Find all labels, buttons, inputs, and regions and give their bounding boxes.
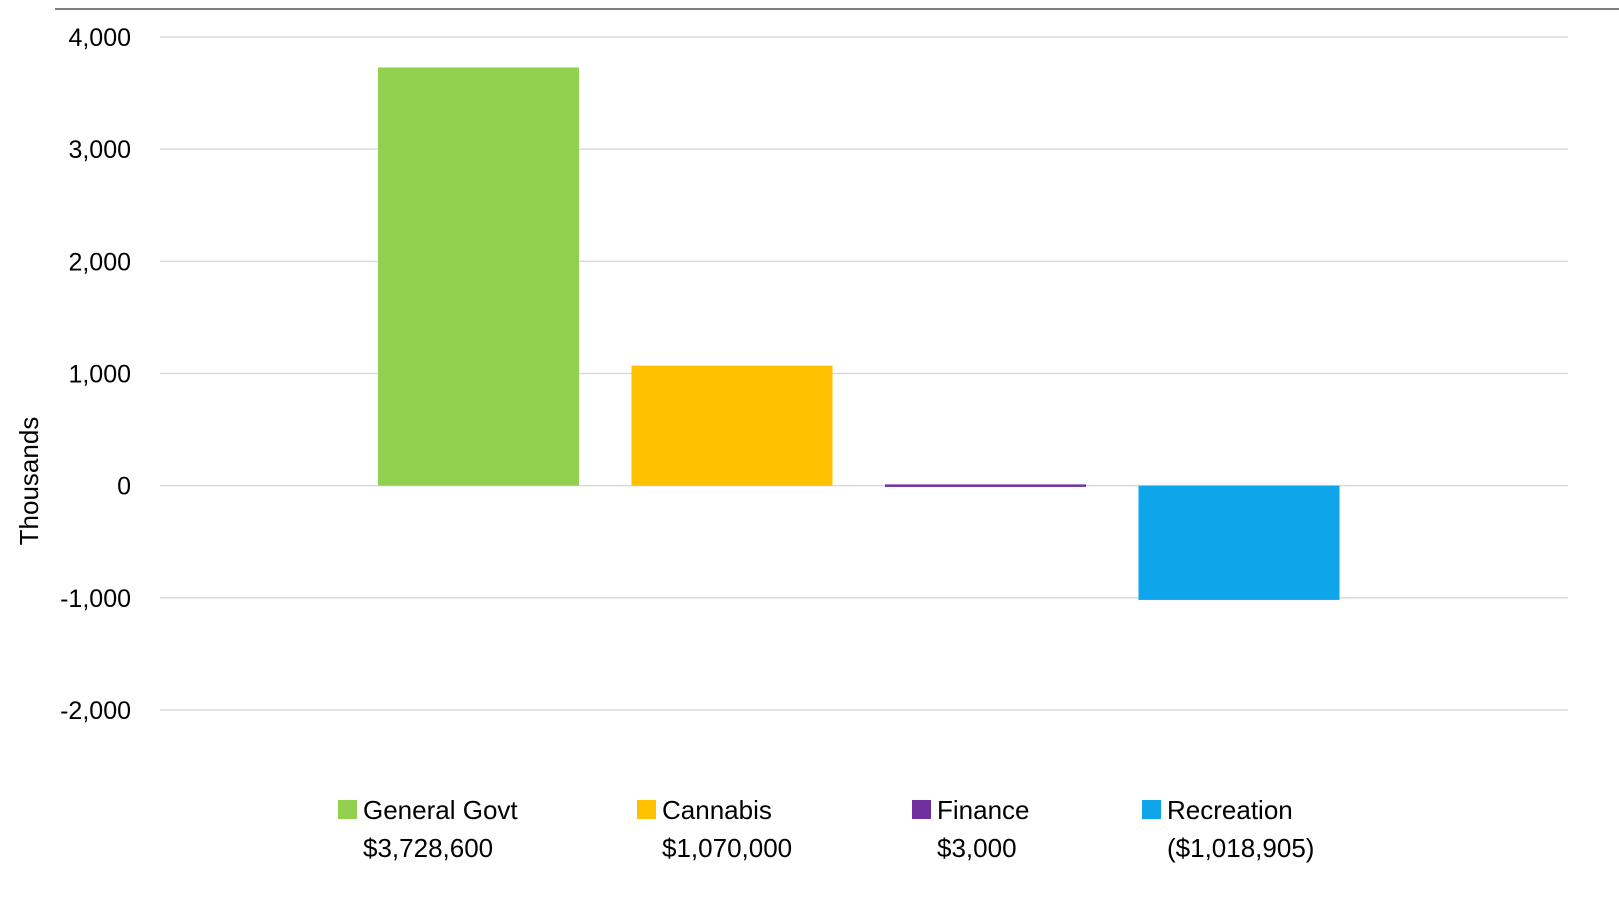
- legend: General Govt $3,728,600 Cannabis $1,070,000…: [338, 795, 1314, 863]
- bar-recreation: [1138, 485, 1340, 600]
- legend-swatch: [338, 800, 357, 819]
- y-tick-label: 0: [117, 473, 131, 501]
- legend-amount: $3,000: [937, 833, 1017, 863]
- bars: [378, 67, 1340, 600]
- y-tick-label: 1,000: [68, 361, 131, 389]
- legend-amount: ($1,018,905): [1167, 833, 1314, 863]
- y-axis-title: Thousands: [14, 417, 44, 546]
- y-tick-label: 4,000: [68, 24, 131, 52]
- legend-label: Recreation: [1167, 795, 1293, 825]
- bar-general-govt: [378, 67, 579, 486]
- legend-label: Cannabis: [662, 795, 772, 825]
- gridlines: [160, 36, 1568, 711]
- legend-label: General Govt: [363, 795, 518, 825]
- legend-swatch: [912, 800, 931, 819]
- y-tick-label: -2,000: [60, 697, 131, 725]
- legend-swatch: [637, 800, 656, 819]
- bar-cannabis: [631, 365, 833, 486]
- y-tick-label: 2,000: [68, 248, 131, 276]
- legend-amount: $1,070,000: [662, 833, 792, 863]
- legend-amount: $3,728,600: [363, 833, 493, 863]
- y-tick-label: -1,000: [60, 585, 131, 613]
- y-axis-tick-labels: 4,000 3,000 2,000 1,000 0 -1,000 -2,000: [60, 24, 131, 725]
- legend-label: Finance: [937, 795, 1030, 825]
- legend-swatch: [1142, 800, 1161, 819]
- bar-finance: [885, 484, 1086, 487]
- y-tick-label: 3,000: [68, 136, 131, 164]
